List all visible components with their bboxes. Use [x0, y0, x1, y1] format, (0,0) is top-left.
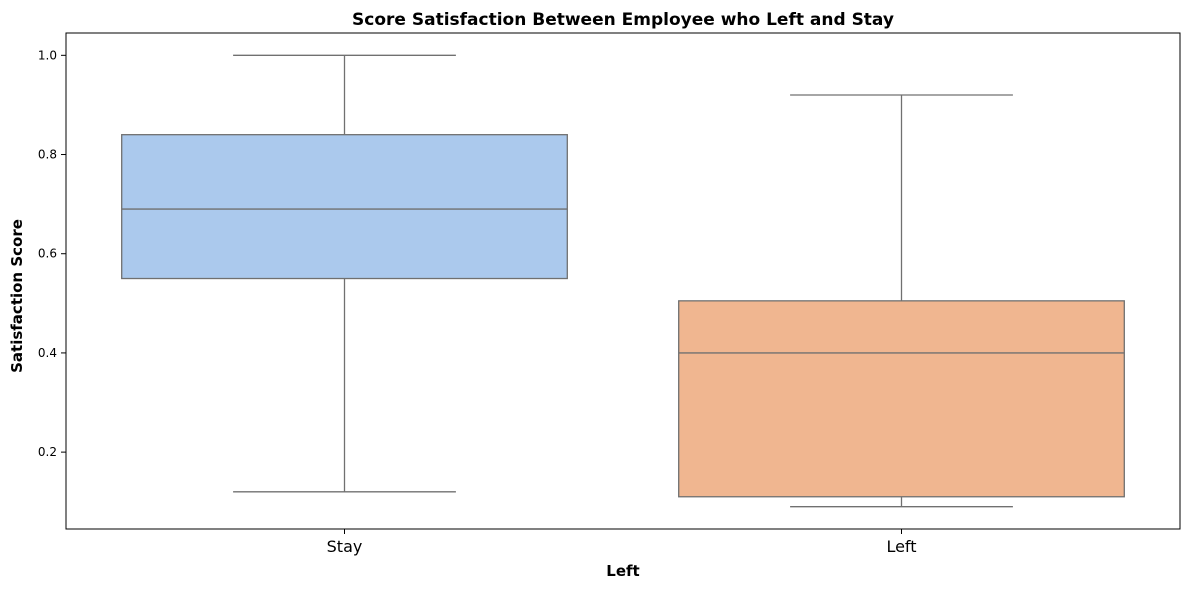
y-tick-label: 0.2: [38, 445, 57, 459]
y-axis-label: Satisfaction Score: [8, 219, 26, 373]
y-tick-label: 0.4: [38, 346, 57, 360]
plot-frame: [65, 32, 1181, 530]
box-stay: [121, 54, 568, 493]
y-axis: 0.2 0.4 0.6 0.8 1.0: [38, 48, 66, 459]
x-tick-label: Left: [886, 537, 916, 556]
interquartile-box: [678, 300, 1125, 498]
y-tick-label: 0.8: [38, 148, 57, 162]
box-left: [678, 94, 1125, 508]
y-tick-label: 1.0: [38, 48, 57, 62]
y-tick-label: 0.6: [38, 247, 57, 261]
chart-title: Score Satisfaction Between Employee who …: [352, 10, 894, 30]
plot-area: [121, 54, 1125, 508]
x-tick-label: Stay: [327, 537, 363, 556]
interquartile-box: [121, 134, 568, 280]
x-axis: Stay Left: [327, 529, 917, 556]
x-axis-label: Left: [606, 562, 639, 580]
